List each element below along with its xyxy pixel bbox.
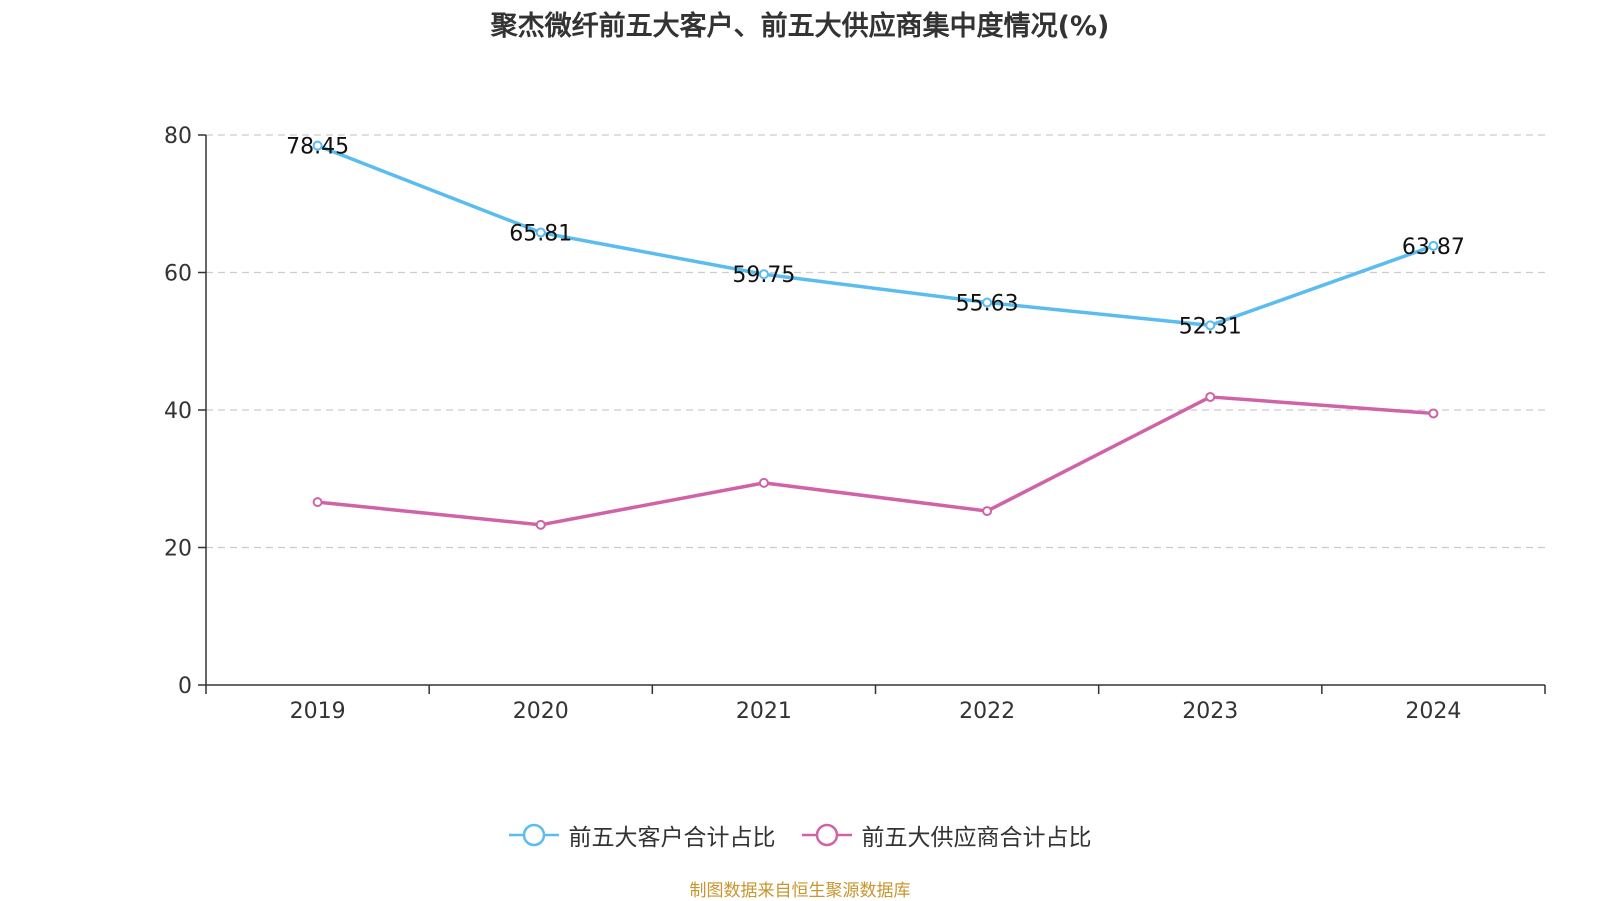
series-0-data-label-2019: 78.45 [286, 135, 349, 160]
legend: 前五大客户合计占比 前五大供应商合计占比 [0, 818, 1600, 852]
series-0-data-label-2022: 55.63 [956, 292, 1019, 317]
x-tick-label-2023: 2023 [1182, 699, 1238, 724]
series-0-point-2020 [535, 227, 546, 238]
series-0-point-2024 [1428, 240, 1439, 251]
legend-label-customers: 前五大客户合计占比 [568, 825, 776, 851]
y-tick-label-0: 0 [178, 674, 192, 699]
series-1-point-2022 [982, 506, 993, 517]
y-tick-label-60: 60 [164, 262, 192, 287]
series-0-data-label-2024: 63.87 [1402, 235, 1465, 260]
y-tick-label-40: 40 [164, 399, 192, 424]
legend-label-suppliers: 前五大供应商合计占比 [861, 825, 1092, 851]
series-line-0 [316, 144, 1435, 328]
series-line-1 [317, 395, 1434, 527]
legend-marker-suppliers [801, 823, 852, 847]
x-tick-label-2020: 2020 [513, 699, 569, 724]
chart-title: 聚杰微纤前五大客户、前五大供应商集中度情况(%) [490, 11, 1110, 42]
series-1-point-2020 [535, 519, 546, 530]
x-tick-label-2024: 2024 [1405, 699, 1461, 724]
x-tick-label-2022: 2022 [959, 699, 1015, 724]
source-note: 制图数据来自恒生聚源数据库 [689, 881, 911, 901]
legend-marker-customers [508, 823, 559, 847]
series-1-point-2021 [758, 477, 769, 488]
x-tick-label-2019: 2019 [290, 699, 346, 724]
y-tick-label-20: 20 [164, 537, 192, 562]
series-1-point-2023 [1205, 391, 1216, 402]
legend-item-customers[interactable]: 前五大客户合计占比 [508, 818, 776, 852]
series-0-point-2022 [982, 297, 993, 308]
legend-item-suppliers[interactable]: 前五大供应商合计占比 [801, 818, 1092, 852]
series-0-point-2019 [312, 140, 323, 151]
series-1-point-2024 [1428, 408, 1439, 419]
series-0-data-label-2021: 59.75 [732, 263, 795, 288]
y-tick-label-80: 80 [164, 124, 192, 149]
series-1-point-2019 [312, 497, 323, 508]
series-0-point-2021 [758, 269, 769, 280]
series-0-data-label-2020: 65.81 [509, 222, 572, 247]
series-0-data-label-2023: 52.31 [1179, 314, 1242, 339]
x-tick-label-2021: 2021 [736, 699, 792, 724]
series-0-point-2023 [1205, 320, 1216, 331]
